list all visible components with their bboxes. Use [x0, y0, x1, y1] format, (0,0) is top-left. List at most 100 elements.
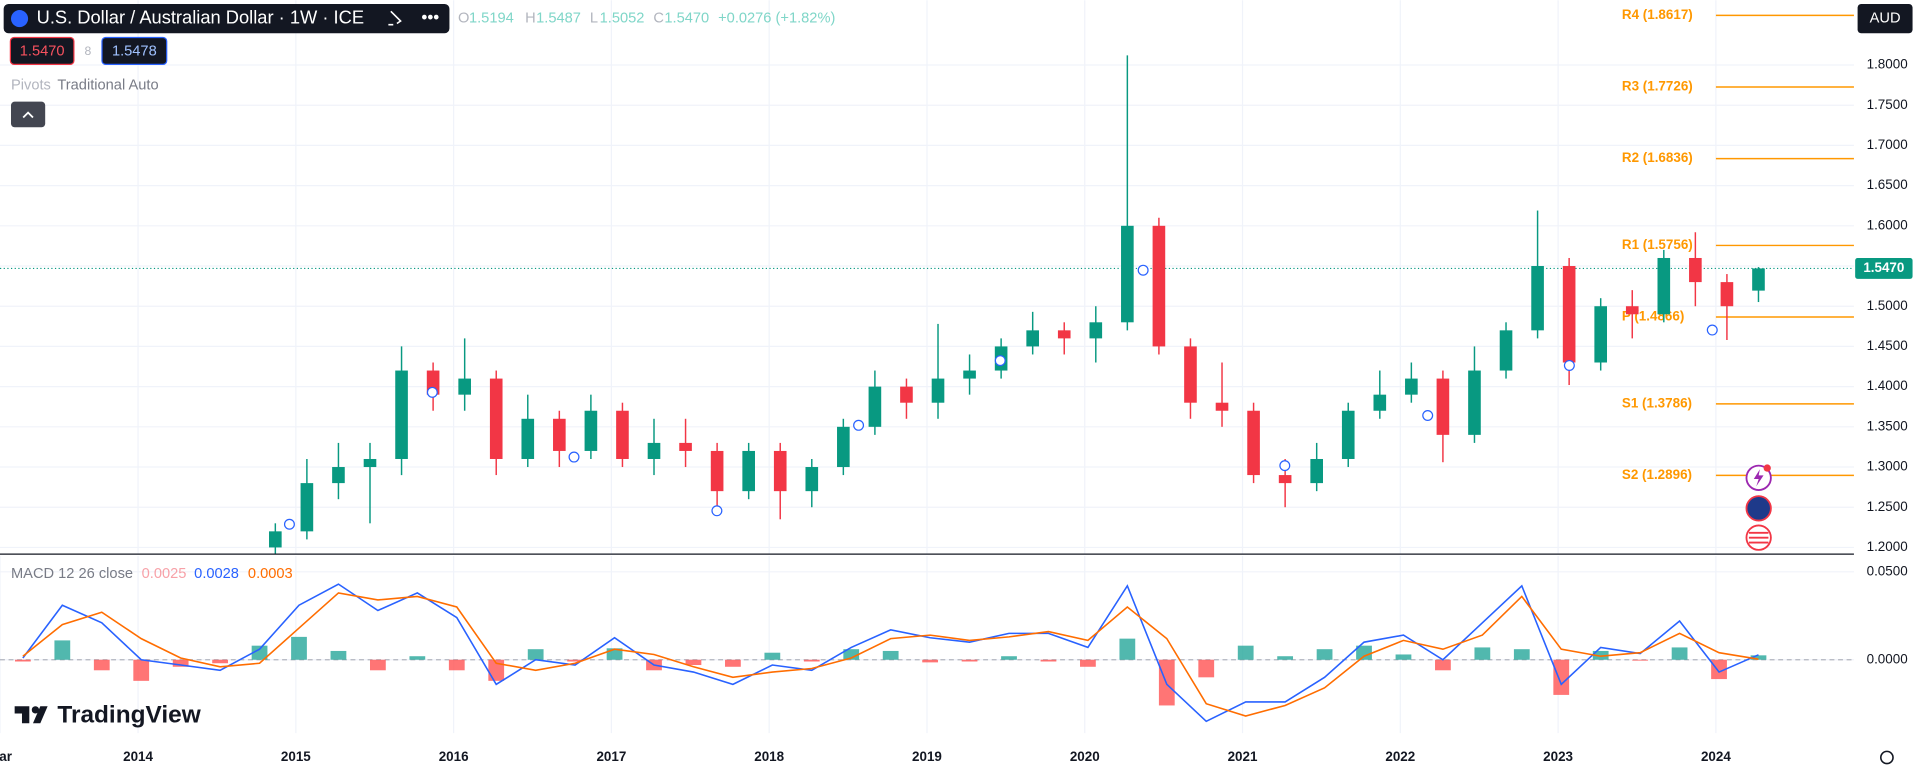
candle-body	[521, 418, 535, 459]
legend-value: 0.0025	[142, 566, 187, 582]
histogram-bar	[409, 656, 426, 660]
ohlc-label: O	[458, 10, 469, 26]
x-tick-label: 2023	[1543, 749, 1573, 764]
x-tick-label: 2019	[912, 749, 942, 764]
pivot-label: R2 (1.6836)	[1622, 150, 1693, 165]
histogram-bar	[1395, 654, 1412, 660]
histogram-bar	[1592, 650, 1609, 660]
candle-body	[963, 370, 976, 379]
candle-body	[300, 483, 314, 532]
candle-body	[1184, 346, 1197, 403]
sell-price[interactable]: 1.5470	[20, 43, 65, 59]
candle-body	[1657, 257, 1671, 315]
histogram-bar	[567, 659, 584, 662]
symbol-title[interactable]: U.S. Dollar / Australian Dollar · 1W · I…	[37, 6, 364, 27]
y-tick-label: 0.0000	[1867, 651, 1908, 666]
sell-button[interactable]	[9, 36, 75, 66]
pivot-label: R1 (1.5756)	[1622, 237, 1693, 252]
collapse-icon	[22, 111, 34, 119]
candle-body	[868, 386, 882, 427]
candle-body	[395, 370, 408, 459]
histogram-bar	[251, 645, 268, 660]
collapse-button[interactable]	[10, 101, 46, 128]
candle-body	[1531, 266, 1544, 331]
edit-icon[interactable]	[388, 10, 402, 26]
x-tick-label: 2020	[1070, 749, 1100, 764]
candle-body	[1752, 268, 1765, 291]
candle-body	[553, 418, 566, 451]
more-icon[interactable]: •••	[421, 8, 439, 27]
logo: TradingView	[14, 701, 202, 728]
indicator-args: Traditional Auto	[57, 78, 158, 94]
currency[interactable]: AUD	[1870, 10, 1901, 26]
candle-body	[1689, 257, 1702, 283]
histogram-bar	[882, 650, 899, 660]
candle-body	[1089, 322, 1103, 339]
y-tick-label: 1.7500	[1867, 97, 1908, 112]
currency-button[interactable]	[1857, 3, 1913, 34]
logo-icon	[14, 706, 48, 724]
ohlc-value: 1.5194	[469, 10, 514, 26]
logo-text: TradingView	[57, 701, 201, 728]
settings-icon[interactable]	[1880, 750, 1894, 765]
histogram-bar	[133, 659, 150, 681]
grid: R4 (1.8617) R3 (1.7726) R2 (1.6836) R1 (1.5…	[0, 0, 1854, 734]
candle-body	[1341, 410, 1355, 459]
pivot-label: R4 (1.8617)	[1622, 7, 1693, 22]
candle-body	[1468, 370, 1481, 435]
pivot-label: R3 (1.7726)	[1622, 79, 1693, 94]
candle-body	[1026, 330, 1039, 347]
symbol-box[interactable]	[3, 3, 450, 34]
candle-body	[363, 458, 377, 468]
candle-body	[679, 442, 692, 451]
histogram-bar	[1356, 645, 1372, 660]
news-icons[interactable]	[1745, 464, 1772, 551]
candle-body	[332, 467, 345, 484]
candle-body	[584, 410, 598, 451]
candle-body	[1121, 225, 1134, 323]
candle-body	[458, 378, 471, 395]
x-tick-label: 2014	[123, 749, 153, 764]
histogram-bar	[291, 636, 307, 660]
histogram-bar	[1750, 655, 1767, 660]
buy-price[interactable]: 1.5478	[112, 43, 157, 59]
histogram-bar	[764, 652, 781, 660]
buy-button[interactable]	[101, 36, 168, 66]
ohlc-label: H	[525, 10, 536, 26]
histogram-bar	[93, 659, 110, 671]
histogram-bar	[922, 659, 939, 663]
last-price-badge	[1855, 258, 1913, 279]
ohlc-label: C	[653, 10, 664, 26]
histogram-bar	[14, 659, 31, 662]
histogram-bar	[606, 648, 623, 660]
histogram-bar	[212, 659, 228, 664]
histogram-bar	[1474, 647, 1491, 660]
candle-body	[1405, 378, 1418, 395]
x-tick-label: 2021	[1228, 749, 1258, 764]
y-tick-label: 1.2000	[1867, 539, 1908, 554]
y-tick-label: 1.7000	[1867, 137, 1908, 152]
candle-body	[1278, 475, 1292, 484]
logo-icon	[31, 706, 40, 714]
candle-body	[1625, 306, 1639, 315]
y-tick-label: 1.3000	[1867, 459, 1908, 474]
histogram-bar	[1316, 649, 1333, 660]
candle-body	[269, 531, 282, 548]
candle-body	[1247, 410, 1260, 476]
y-tick-label: 1.4500	[1867, 338, 1908, 353]
candle-body	[742, 450, 755, 492]
x-tick-label: 2015	[281, 749, 311, 764]
indicator-name: Pivots	[11, 78, 51, 94]
candle-body	[1152, 225, 1166, 347]
event-markers[interactable]	[283, 264, 1718, 530]
axes: 1.2000 1.2500 1.3000 1.3500 1.4000 1.4500 1.50…	[0, 57, 1913, 764]
histogram-bar	[330, 650, 347, 660]
candle-body	[1499, 330, 1513, 371]
histogram-bar	[1237, 645, 1254, 660]
legend-value: 0.0003	[248, 566, 293, 582]
y-tick-label: 1.5000	[1867, 298, 1908, 313]
histogram-bar	[843, 649, 860, 660]
ohlc-value: 1.5470	[664, 10, 709, 26]
